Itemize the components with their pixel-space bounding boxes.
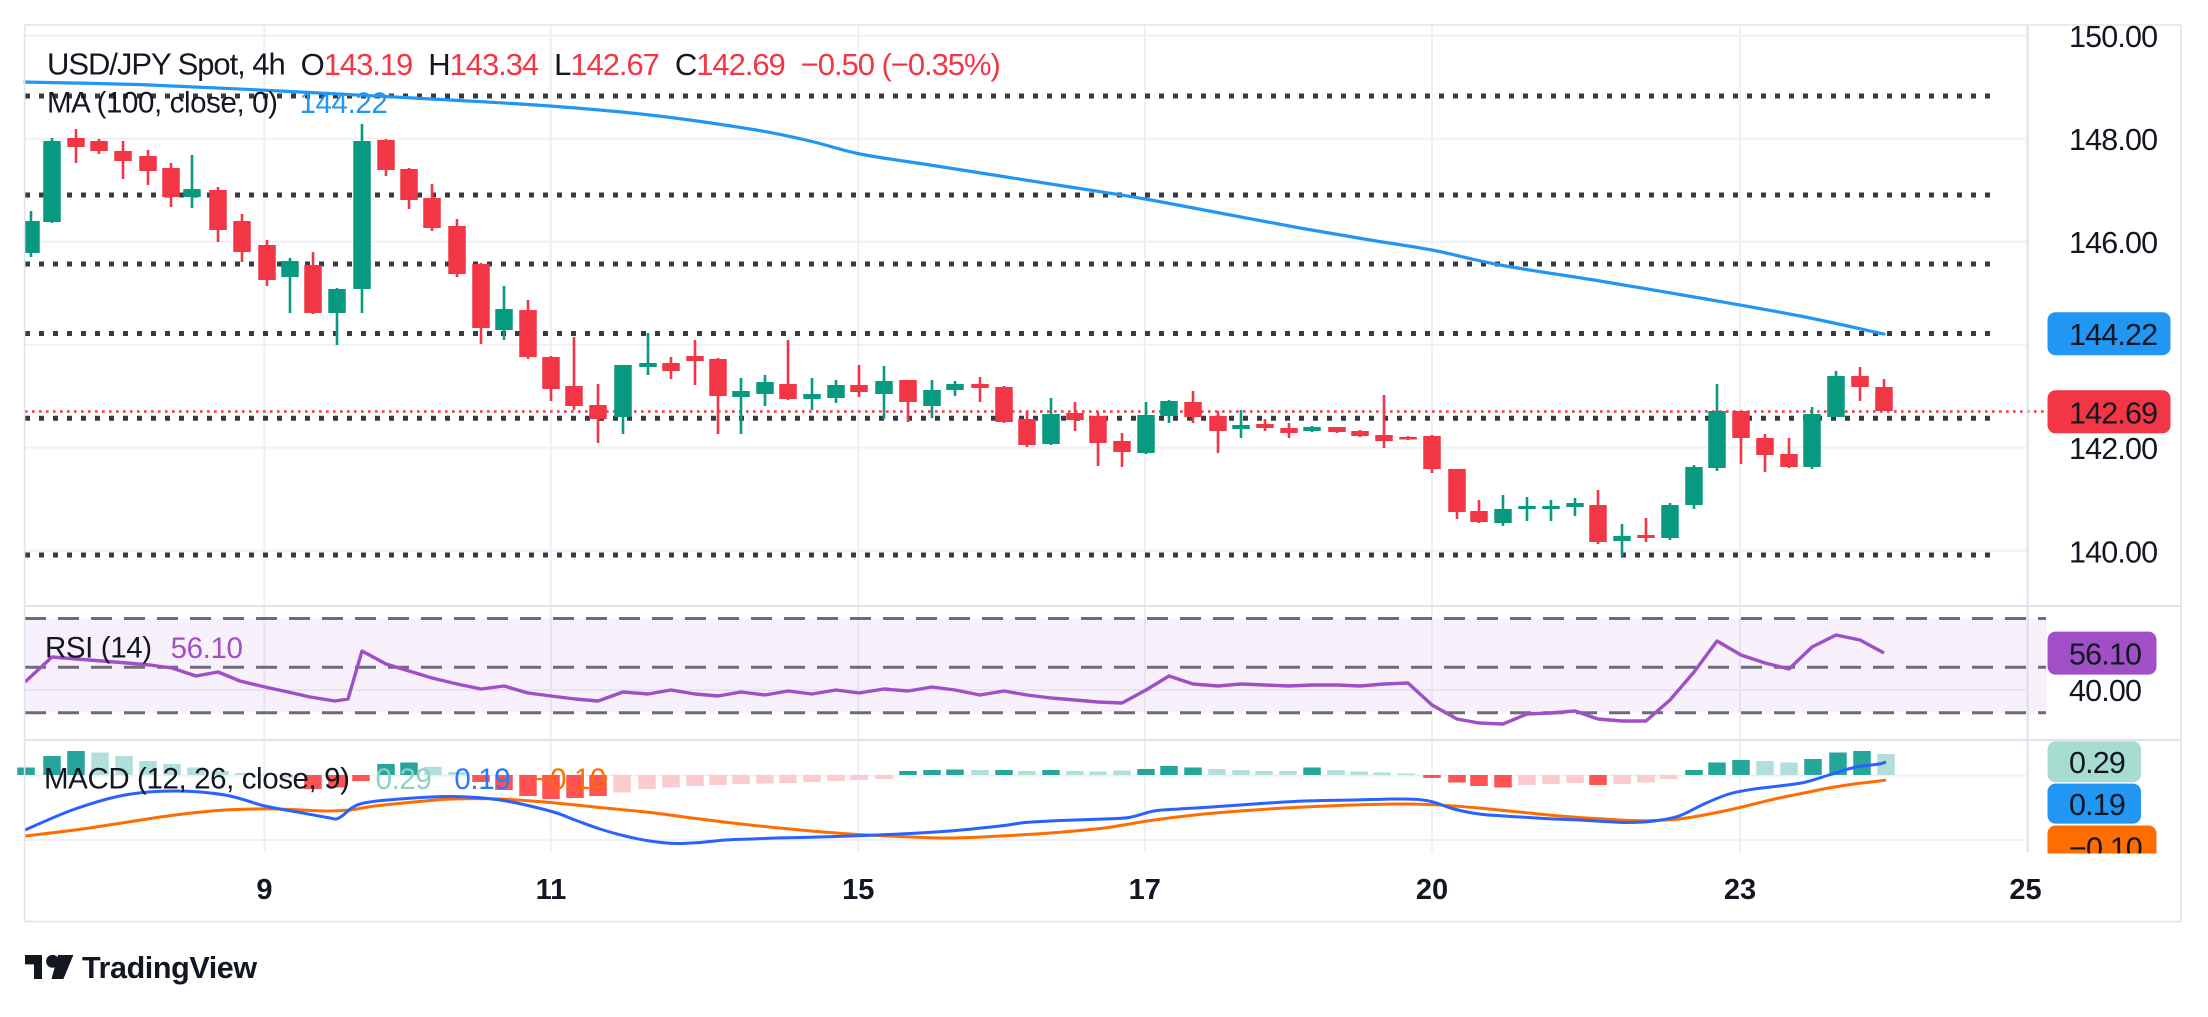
svg-text:RSI (14)56.10: RSI (14) 56.10	[45, 632, 242, 665]
svg-text:140.00: 140.00	[2069, 536, 2157, 570]
svg-text:−0.10: −0.10	[2069, 832, 2142, 866]
svg-text:25: 25	[2009, 874, 2041, 906]
svg-text:150.00: 150.00	[2069, 20, 2157, 54]
svg-text:TradingView: TradingView	[82, 951, 257, 985]
svg-text:40.00: 40.00	[2069, 674, 2141, 708]
svg-text:142.00: 142.00	[2069, 432, 2157, 466]
svg-text:0.19: 0.19	[2069, 788, 2125, 822]
svg-text:146.00: 146.00	[2069, 226, 2157, 260]
svg-text:9: 9	[256, 874, 272, 906]
svg-text:MA (100, close, 0)144.22: MA (100, close, 0) 144.22	[47, 87, 387, 120]
svg-text:56.10: 56.10	[2069, 638, 2141, 672]
svg-text:17: 17	[1129, 874, 1161, 906]
svg-text:20: 20	[1416, 874, 1448, 906]
svg-text:23: 23	[1724, 874, 1756, 906]
svg-text:15: 15	[842, 874, 874, 906]
svg-text:0.29: 0.29	[2069, 746, 2125, 780]
svg-text:144.22: 144.22	[2069, 318, 2157, 352]
svg-text:148.00: 148.00	[2069, 123, 2157, 157]
svg-text:11: 11	[536, 874, 567, 906]
svg-text:142.69: 142.69	[2069, 396, 2157, 430]
